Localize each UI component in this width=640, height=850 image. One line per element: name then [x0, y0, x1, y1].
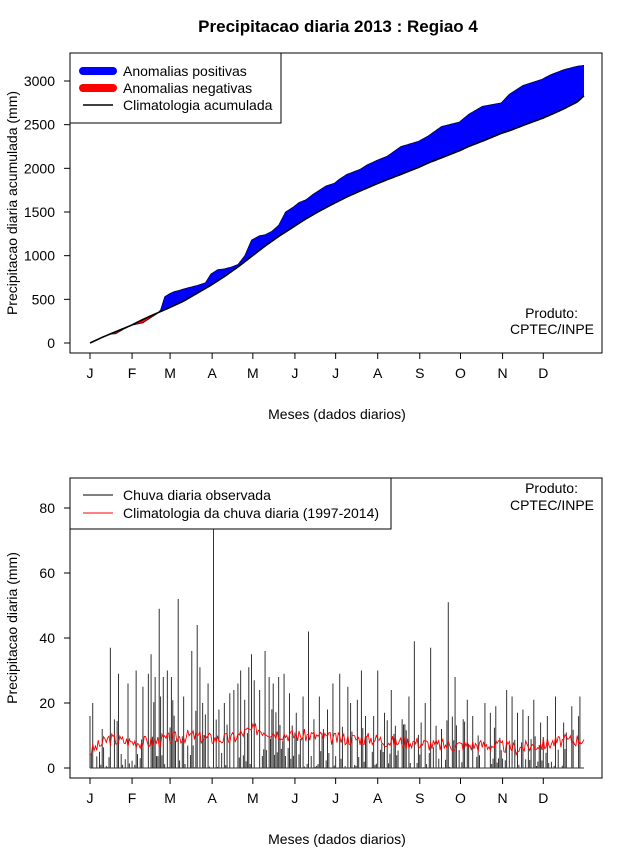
y-axis-0: 0 500 1000 1500 2000 2500 3000 — [24, 73, 70, 351]
legend-label-climatology: Climatologia acumulada — [123, 97, 273, 113]
x-tick-label: J — [291, 365, 298, 381]
climatology-cumulative-line — [89, 95, 585, 344]
x-tick-label: A — [207, 790, 217, 806]
x-tick-label: M — [247, 790, 259, 806]
top-x-axis-label: Meses (dados diarios) — [268, 406, 406, 422]
x-tick-label: J — [332, 365, 339, 381]
x-tick-label: J — [87, 365, 94, 381]
x-tick-label: D — [538, 790, 548, 806]
y-tick-label: 40 — [39, 630, 55, 646]
daily-precipitation-panel: J F M A M J J A S O N D 0 20 40 60 80 — [39, 478, 585, 806]
positive-anomaly-area — [157, 65, 584, 313]
x-tick-label: A — [207, 365, 217, 381]
y-tick-label: 3000 — [24, 73, 55, 89]
y-tick-label: 20 — [39, 695, 55, 711]
y-tick-label: 60 — [39, 565, 55, 581]
observed-cumulative-line — [89, 64, 585, 344]
x-tick-label: O — [455, 790, 466, 806]
x-tick-label: D — [538, 365, 548, 381]
x-tick-label: F — [128, 790, 137, 806]
y-tick-label: 2000 — [24, 160, 55, 176]
legend-label-observed: Chuva diaria observada — [123, 487, 271, 503]
top-annotation-line-1: Produto: — [525, 305, 578, 321]
y-tick-label: 1000 — [24, 248, 55, 264]
x-tick-label: S — [415, 365, 424, 381]
y-tick-label: 500 — [32, 291, 56, 307]
top-legend: Anomalias positivas Anomalias negativas … — [69, 52, 282, 124]
chart-title: Precipitacao diaria 2013 : Regiao 4 — [198, 17, 478, 36]
y-tick-label: 1500 — [24, 204, 55, 220]
legend-label-negative: Anomalias negativas — [123, 80, 252, 96]
x-tick-label: J — [332, 790, 339, 806]
x-tick-label: M — [164, 790, 176, 806]
bottom-legend: Chuva diaria observada Climatologia da c… — [69, 477, 392, 530]
top-plot-frame — [69, 52, 603, 354]
x-tick-label: N — [498, 790, 508, 806]
bottom-annotation-line-1: Produto: — [525, 480, 578, 496]
top-annotation-line-2: CPTEC/INPE — [510, 321, 594, 337]
bottom-annotation-line-2: CPTEC/INPE — [510, 497, 594, 513]
x-tick-label: S — [415, 790, 424, 806]
x-tick-label: J — [291, 790, 298, 806]
cumulative-precipitation-panel: J F M A M J J A S O N D 0 500 1000 1500 2000 2500 3000 — [24, 64, 585, 381]
top-y-axis-label: Precipitacao diaria acumulada (mm) — [4, 91, 20, 315]
x-tick-label: F — [128, 365, 137, 381]
y-tick-label: 0 — [47, 335, 55, 351]
x-tick-label: M — [164, 365, 176, 381]
x-tick-label: M — [247, 365, 259, 381]
legend-label-daily-climatology: Climatologia da chuva diaria (1997-2014) — [123, 505, 379, 521]
y-tick-label: 80 — [39, 500, 55, 516]
x-tick-label: A — [373, 365, 383, 381]
y-tick-label: 2500 — [24, 117, 55, 133]
legend-label-positive: Anomalias positivas — [123, 63, 247, 79]
bottom-y-axis-label: Precipitacao diaria (mm) — [4, 552, 20, 704]
x-tick-label: N — [498, 365, 508, 381]
bottom-x-axis-label: Meses (dados diarios) — [268, 831, 406, 847]
bottom-legend-box — [69, 477, 392, 530]
y-tick-label: 0 — [47, 760, 55, 776]
y-axis-1: 0 20 40 60 80 — [39, 500, 70, 776]
x-tick-label: O — [455, 365, 466, 381]
x-tick-label: A — [373, 790, 383, 806]
daily-climatology-line — [89, 722, 585, 757]
x-tick-label: J — [87, 790, 94, 806]
